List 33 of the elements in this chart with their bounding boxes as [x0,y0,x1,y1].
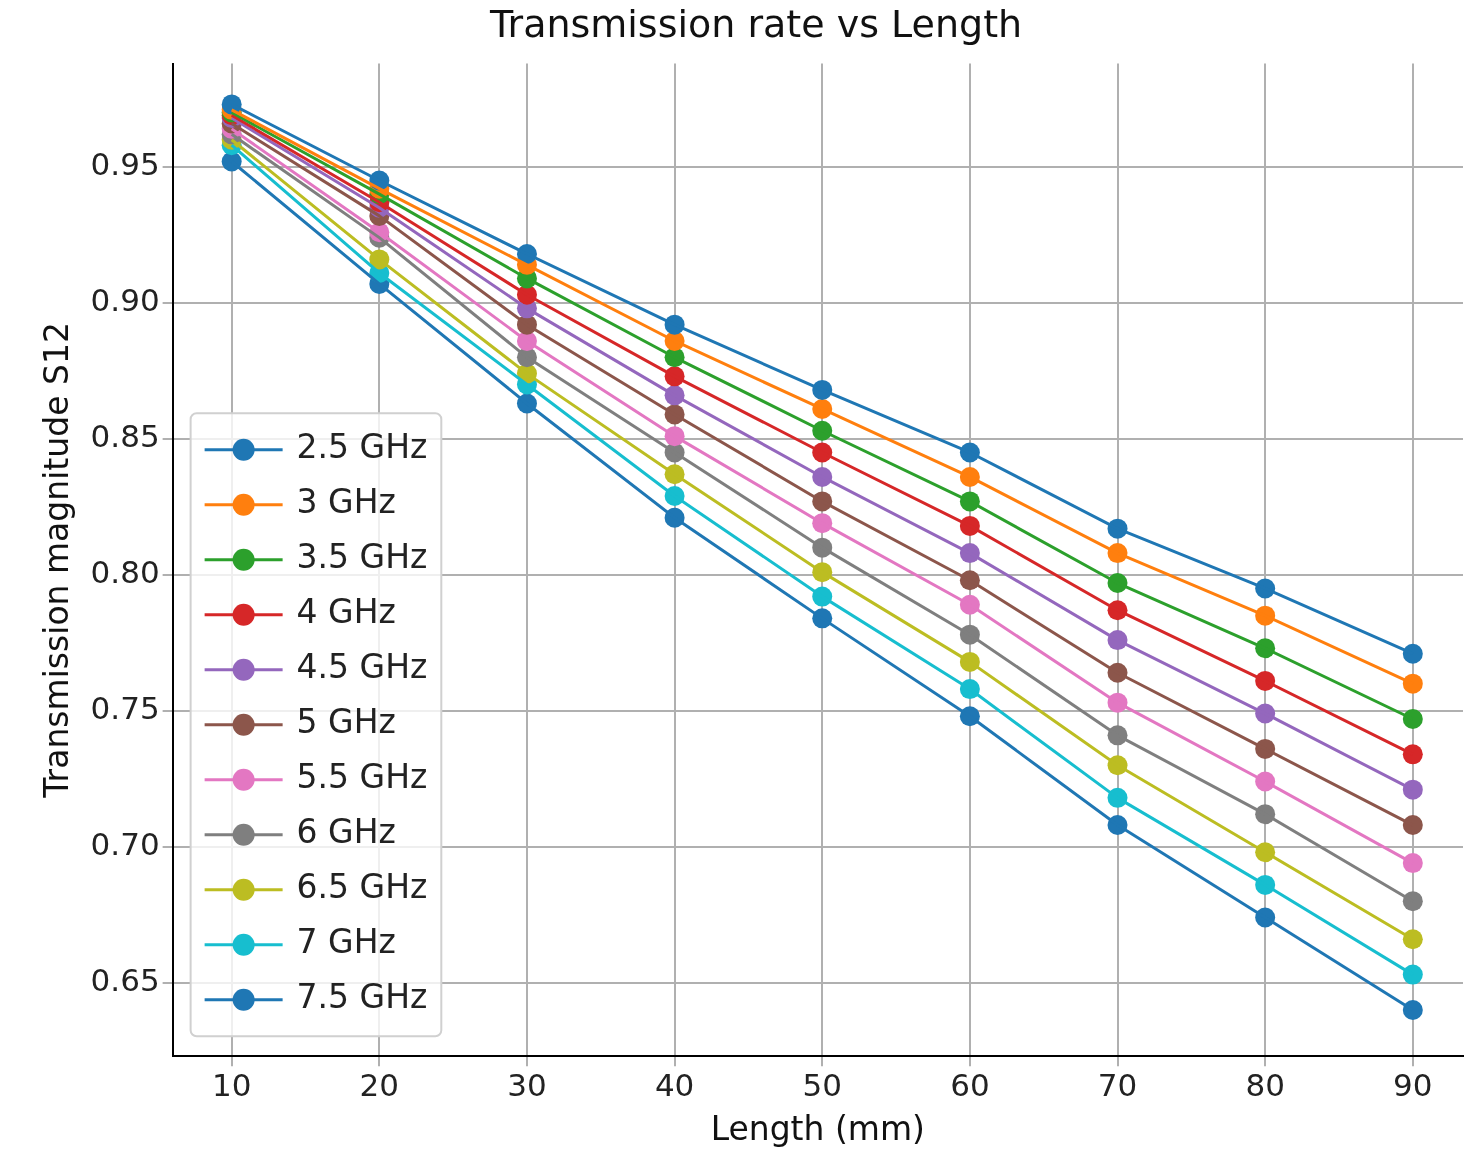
legend-label: 7.5 GHz [296,977,428,1017]
point [1402,744,1423,765]
x-tick-label: 10 [211,1066,252,1103]
x-tick-label: 20 [359,1066,400,1103]
legend-label: 5.5 GHz [296,757,428,797]
y-tick-label: 0.90 [90,281,160,318]
x-tick-label: 60 [950,1066,990,1103]
x-tick-label: 90 [1393,1066,1433,1103]
point [1402,999,1423,1020]
x-tick-label: 40 [654,1066,695,1103]
x-tick-label: 70 [1097,1066,1138,1103]
x-tick-label: 80 [1245,1066,1285,1103]
y-axis-title: Transmission magnitude S12 [37,322,77,799]
y-tick-label: 0.95 [90,145,160,182]
y-tick-label: 0.70 [90,825,160,862]
legend-label: 5 GHz [296,702,396,742]
x-axis-title: Length (mm) [710,1108,925,1148]
y-tick-label: 0.75 [90,689,160,726]
x-tick-label: 30 [507,1066,547,1103]
legend-label: 4 GHz [296,592,396,632]
legend-label: 4.5 GHz [296,647,428,687]
legend-label: 6.5 GHz [296,867,428,907]
x-tick-label: 50 [802,1066,842,1103]
y-tick-label: 0.85 [90,417,160,454]
legend-label: 3.5 GHz [296,537,428,577]
y-tick-label: 0.65 [90,961,160,998]
legend-label: 7 GHz [296,922,396,962]
chart-title: Transmission rate vs Length [488,1,1023,46]
legend-label: 3 GHz [296,482,396,522]
y-tick-label: 0.80 [90,553,160,590]
legend-label: 6 GHz [296,812,396,852]
legend-label: 2.5 GHz [296,427,428,467]
point [1402,815,1423,836]
